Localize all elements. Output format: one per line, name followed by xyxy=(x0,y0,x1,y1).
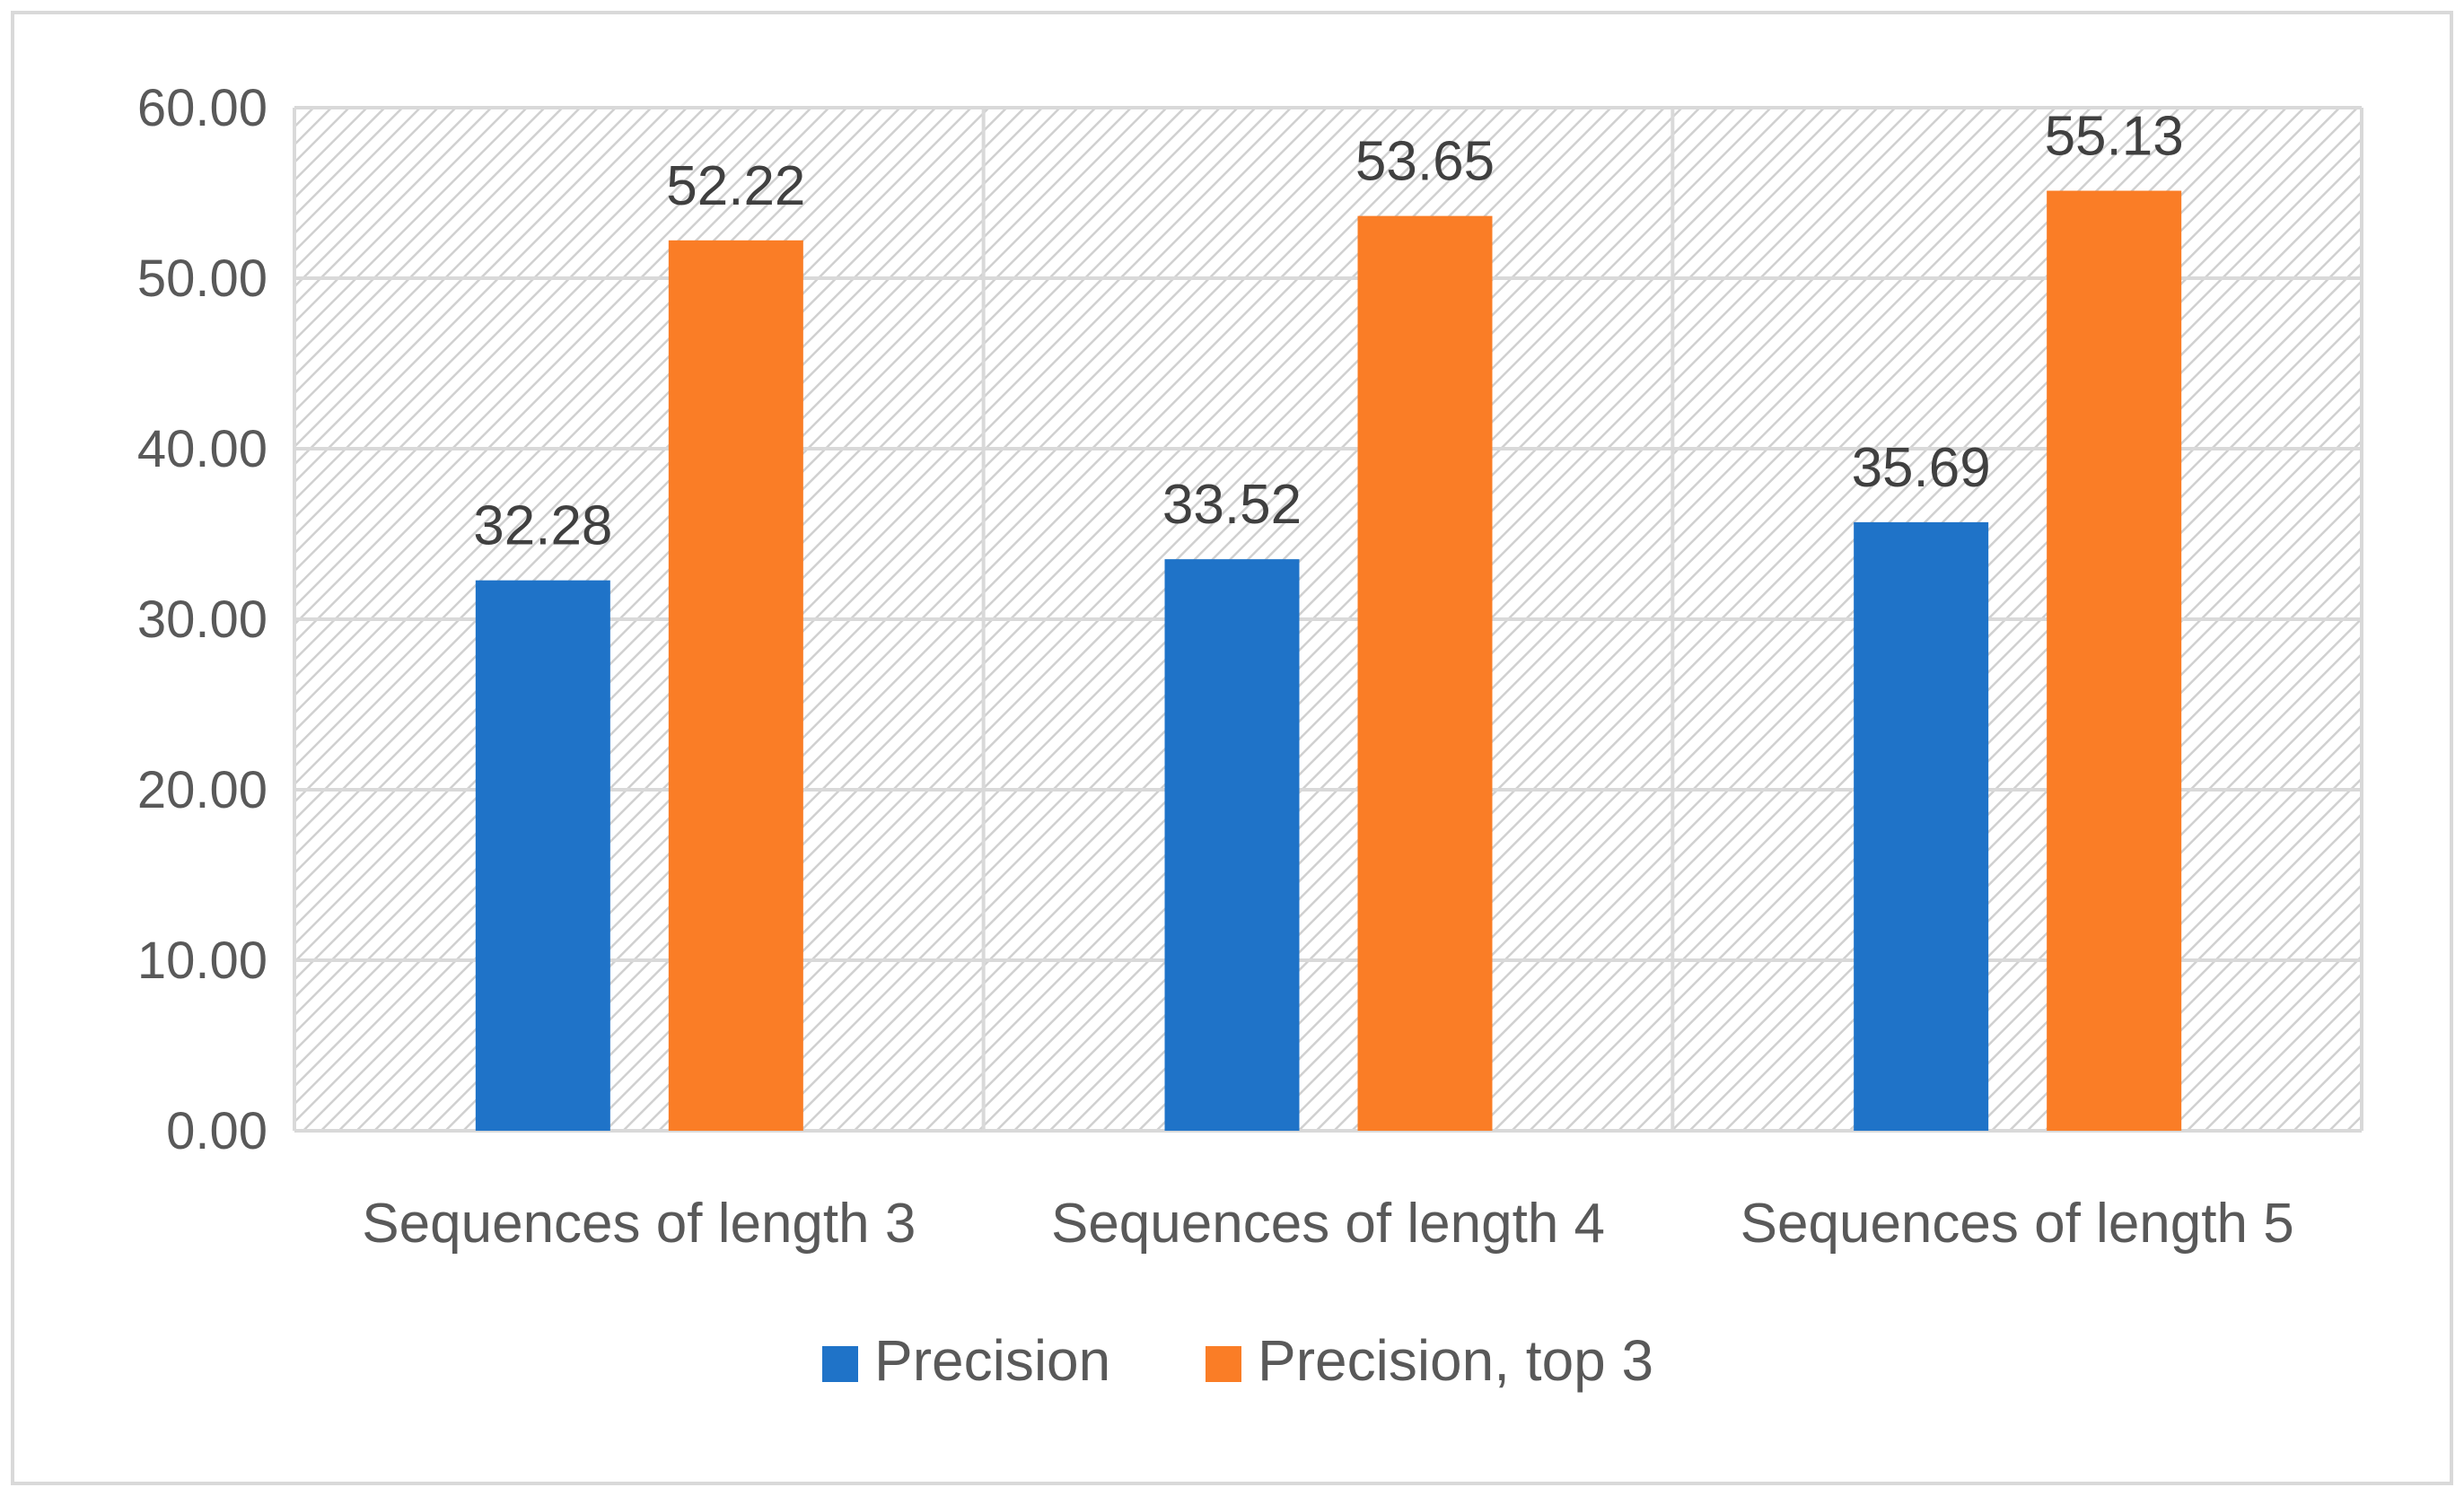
data-label: 53.65 xyxy=(1355,131,1495,193)
bar xyxy=(2047,190,2182,1131)
y-tick-label: 20.00 xyxy=(137,761,267,819)
y-tick-label: 0.00 xyxy=(166,1102,267,1160)
y-tick-label: 60.00 xyxy=(137,79,267,137)
data-label: 32.28 xyxy=(473,495,612,557)
legend-swatch xyxy=(1206,1346,1241,1382)
data-labels: 32.28 52.22 33.52 53.65 35.69 55.13 xyxy=(473,106,2183,557)
legend-label: Precision, top 3 xyxy=(1258,1328,1653,1393)
bar xyxy=(1164,559,1300,1131)
y-tick-label: 10.00 xyxy=(137,932,267,990)
bar xyxy=(475,580,610,1131)
data-label: 33.52 xyxy=(1162,474,1302,536)
x-tick-label: Sequences of length 4 xyxy=(1051,1193,1605,1255)
bars xyxy=(475,190,2182,1131)
y-tick-label: 50.00 xyxy=(137,249,267,308)
bar-chart: 0.00 10.00 20.00 30.00 40.00 50.00 60.00 32.28… xyxy=(137,79,2363,1393)
chart-frame: 0.00 10.00 20.00 30.00 40.00 50.00 60.00 32.28… xyxy=(11,11,2453,1485)
data-label: 55.13 xyxy=(2045,106,2184,168)
data-label: 35.69 xyxy=(1852,437,1991,499)
legend-swatch xyxy=(822,1346,858,1382)
y-tick-label: 40.00 xyxy=(137,420,267,478)
y-axis-tick-labels: 0.00 10.00 20.00 30.00 40.00 50.00 60.00 xyxy=(137,79,267,1160)
legend-label: Precision xyxy=(874,1328,1110,1393)
bar xyxy=(1854,521,1989,1131)
x-tick-label: Sequences of length 5 xyxy=(1741,1193,2294,1255)
bar xyxy=(1357,215,1493,1131)
gridlines xyxy=(293,106,2363,1133)
x-axis-category-labels: Sequences of length 3 Sequences of length… xyxy=(362,1193,2293,1255)
y-tick-label: 30.00 xyxy=(137,591,267,649)
legend: Precision Precision, top 3 xyxy=(822,1328,1653,1393)
bar xyxy=(668,240,803,1131)
data-label: 52.22 xyxy=(666,155,805,217)
x-tick-label: Sequences of length 3 xyxy=(362,1193,916,1255)
